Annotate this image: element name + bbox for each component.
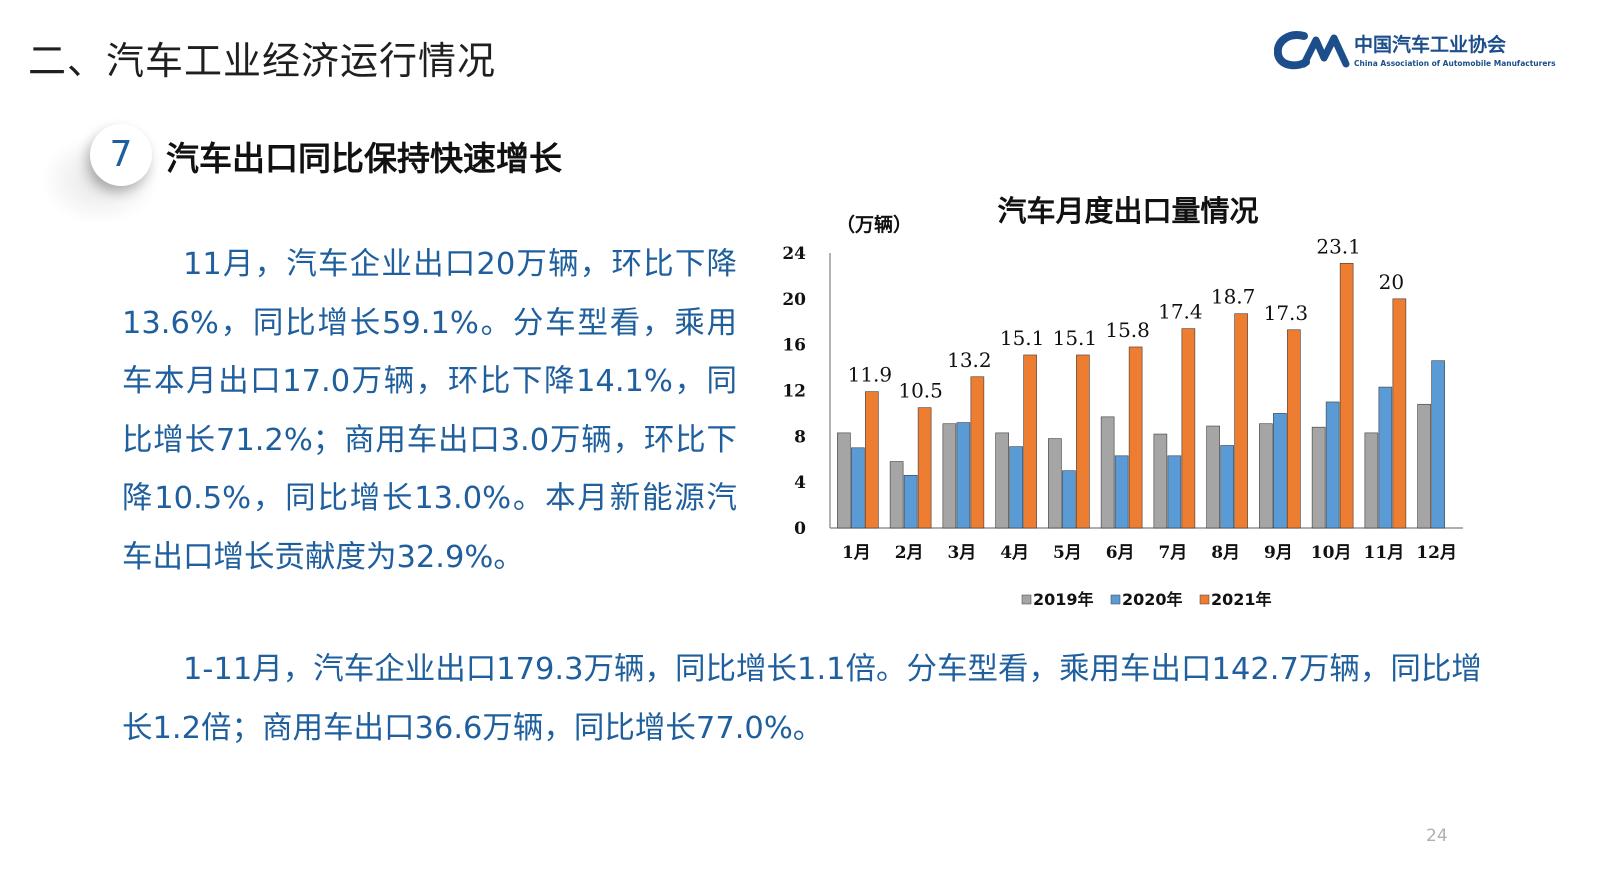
- x-tick-label: 10月: [1311, 543, 1352, 563]
- bar-2020年: [1009, 446, 1023, 529]
- logo: 中国汽车工业协会 China Association of Automobile…: [1274, 26, 1564, 76]
- chart-ylabel: （万辆）: [836, 213, 912, 236]
- x-tick-label: 9月: [1264, 543, 1293, 563]
- bar-2020年: [1325, 401, 1340, 529]
- cam-logo-icon: [1274, 31, 1350, 70]
- y-tick-label: 24: [782, 244, 806, 264]
- data-label: 15.1: [1000, 326, 1045, 350]
- y-tick-label: 16: [782, 336, 806, 356]
- bar-2020年: [1062, 470, 1076, 529]
- bar-2021年: [1181, 328, 1196, 529]
- bar-2019年: [1100, 416, 1115, 529]
- bar-2019年: [1206, 425, 1220, 529]
- section-subtitle: 汽车出口同比保持快速增长: [166, 139, 562, 178]
- bar-2020年: [1431, 360, 1445, 529]
- section-number-badge: 7: [90, 124, 152, 186]
- data-label: 10.5: [898, 379, 943, 403]
- data-label: 13.2: [947, 348, 992, 372]
- bar-2021年: [970, 376, 985, 529]
- legend-swatch: [1110, 594, 1121, 605]
- bar-2020年: [1167, 455, 1182, 529]
- x-tick-label: 7月: [1158, 543, 1187, 563]
- x-tick-label: 4月: [1000, 543, 1029, 563]
- bar-2020年: [1114, 455, 1129, 529]
- x-tick-label: 5月: [1053, 543, 1082, 563]
- y-tick-label: 0: [794, 519, 806, 539]
- y-tick-label: 20: [782, 290, 806, 310]
- bar-2019年: [1364, 432, 1379, 529]
- x-tick-label: 1月: [842, 543, 871, 563]
- legend-label: 2020年: [1122, 590, 1183, 609]
- bar-2019年: [1153, 433, 1168, 529]
- export-bar-chart: 汽车月度出口量情况 （万辆） 0 4 8 12 16 20 24 11.9 1月 10.5 2月 13.2…: [782, 194, 1463, 609]
- x-tick-label: 3月: [947, 543, 976, 563]
- bar-2019年: [1417, 403, 1431, 529]
- y-tick-label: 8: [794, 427, 806, 447]
- bar-2020年: [1220, 445, 1234, 529]
- bar-2021年: [865, 391, 879, 529]
- logo-cn-text: 中国汽车工业协会: [1354, 34, 1507, 56]
- page-number: 24: [1426, 826, 1448, 846]
- data-label: 18.7: [1211, 285, 1256, 309]
- x-tick-label: 11月: [1364, 543, 1405, 563]
- bar-2019年: [995, 432, 1009, 529]
- bar-2021年: [1287, 329, 1301, 529]
- bar-2020年: [1378, 386, 1393, 529]
- bar-2019年: [1259, 423, 1273, 529]
- bar-2021年: [1234, 313, 1248, 529]
- ytd-paragraph-text: 1-11月，汽车企业出口179.3万辆，同比增长1.1倍。分车型看，乘用车出口1…: [122, 652, 1482, 746]
- data-label: 17.3: [1264, 301, 1309, 325]
- bar-2021年: [1076, 354, 1090, 529]
- bar-2021年: [1023, 354, 1037, 529]
- legend-swatch: [1199, 594, 1210, 605]
- x-tick-label: 2月: [895, 543, 924, 563]
- bar-2021年: [1392, 298, 1407, 529]
- logo-en-text: China Association of Automobile Manufact…: [1354, 59, 1556, 68]
- y-tick-label: 12: [782, 382, 806, 402]
- bar-2019年: [1048, 438, 1062, 529]
- bar-2019年: [837, 432, 851, 529]
- y-tick-label: 4: [794, 473, 806, 493]
- ytd-paragraph: 1-11月，汽车企业出口179.3万辆，同比增长1.1倍。分车型看，乘用车出口1…: [122, 641, 1482, 758]
- x-tick-label: 8月: [1211, 543, 1240, 563]
- data-label: 23.1: [1316, 234, 1361, 258]
- legend-label: 2019年: [1033, 590, 1094, 609]
- monthly-paragraph-text: 11月，汽车企业出口20万辆，环比下降13.6%，同比增长59.1%。分车型看，…: [122, 247, 737, 575]
- data-label: 11.9: [848, 363, 893, 387]
- bar-2019年: [889, 461, 904, 529]
- bar-2021年: [1128, 346, 1143, 529]
- bar-2020年: [903, 474, 918, 529]
- data-label: 15.1: [1053, 326, 1098, 350]
- bar-2020年: [1273, 413, 1287, 529]
- slide-title: 二、汽车工业经济运行情况: [28, 39, 497, 83]
- data-label: 20: [1379, 270, 1404, 294]
- monthly-paragraph: 11月，汽车企业出口20万辆，环比下降13.6%，同比增长59.1%。分车型看，…: [122, 236, 737, 587]
- legend-label: 2021年: [1211, 590, 1272, 609]
- data-label: 17.4: [1158, 300, 1203, 324]
- bar-2020年: [956, 422, 971, 529]
- bar-2021年: [1339, 263, 1354, 529]
- x-tick-label: 6月: [1106, 543, 1135, 563]
- data-label: 15.8: [1105, 318, 1150, 342]
- x-tick-label: 12月: [1416, 543, 1457, 563]
- legend-swatch: [1021, 594, 1032, 605]
- chart-title: 汽车月度出口量情况: [997, 194, 1258, 228]
- bar-2021年: [917, 407, 932, 529]
- bar-2020年: [851, 447, 865, 529]
- bar-2019年: [1311, 426, 1326, 529]
- section-number: 7: [109, 134, 133, 175]
- bar-2019年: [942, 423, 957, 529]
